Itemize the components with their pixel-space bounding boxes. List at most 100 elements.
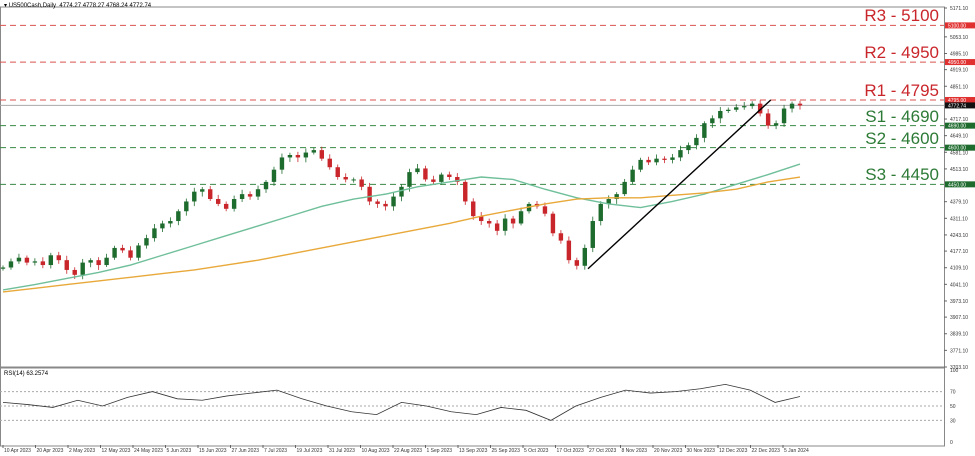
candle-bearish [383,203,388,207]
current-price-tag-label: 4772.74 [948,103,966,109]
candle-bearish [757,103,763,114]
candle-bearish [479,216,484,222]
x-tick-label: 30 Nov 2023 [687,448,716,454]
candle-bullish [112,247,117,258]
candle-bearish [471,201,476,217]
candle-bullish [80,262,85,275]
candle-bullish [439,174,444,182]
x-tick-label: 5 Jan 2024 [784,448,809,454]
x-tick-label: 20 Nov 2023 [654,448,683,454]
y-tick-label: 4243.10 [950,233,968,239]
y-tick-label: 3973.10 [950,299,968,305]
candle-bullish [231,199,237,209]
candle-bearish [566,240,572,261]
x-tick-label: 13 Sep 2023 [459,448,488,454]
candle-bullish [407,172,412,187]
x-tick-label: 1 Sep 2023 [427,448,453,454]
candle-bearish [247,194,253,197]
x-tick-label: 27 Jun 2023 [232,448,260,454]
candle-bullish [702,123,707,138]
level-price-tag [945,96,975,103]
candle-bearish [96,260,101,266]
candle-bullish [781,108,787,124]
candle-bullish [271,169,277,182]
candle-bullish [200,189,205,192]
candle-bullish [104,257,109,266]
candle-bearish [64,260,69,270]
candle-bullish [168,221,173,224]
y-tick-label: 3907.10 [950,315,968,321]
level-label-support: S2 - 4600 [865,128,939,148]
x-tick-label: 17 Oct 2023 [557,448,584,454]
candle-bullish [518,211,524,224]
candle-bearish [574,260,580,266]
candle-bullish [239,194,245,200]
moving-average-100 [2,163,801,291]
y-tick-label: 4581.10 [950,150,968,156]
candle-bullish [789,103,795,109]
candle-bullish [630,169,635,182]
candle-bullish [622,181,627,195]
candle-bearish [423,168,428,180]
level-price-tag-label: 4450.00 [948,182,966,188]
candle-bearish [375,201,380,204]
candle-bearish [215,199,221,204]
level-price-tag [945,144,975,151]
candle-bullish [263,181,269,190]
candle-bullish [311,150,317,153]
candle-bullish [399,186,404,197]
level-price-tag-label: 5100.00 [948,23,966,29]
rsi-tick-label: 70 [950,390,956,396]
candle-bullish [16,257,22,262]
candle-bearish [447,174,452,178]
candle-bearish [367,186,372,202]
candle-bearish [765,113,771,126]
candle-bullish [773,123,779,126]
rsi-tick-label: 50 [950,404,956,410]
y-tick-label: 3839.10 [950,332,968,338]
level-label-support: S1 - 4690 [865,106,939,126]
y-tick-label: 4177.10 [950,249,968,255]
candle-bullish [415,168,420,173]
candle-bearish [335,167,340,178]
y-tick-label: 3703.10 [950,365,968,371]
candle-bearish [542,206,548,214]
y-tick-label: 4513.10 [950,167,968,173]
candle-bullish [287,154,293,158]
candle-bullish [670,157,675,160]
candle-bullish [152,228,157,239]
y-tick-label: 4851.10 [950,84,968,90]
candle-bearish [646,159,651,163]
level-price-tag-label: 4795.00 [948,98,966,104]
rsi-tick-label: 30 [950,418,956,424]
candle-bearish [797,103,803,106]
candle-bearish [494,223,500,231]
x-tick-label: 5 Jun 2023 [167,448,192,454]
rsi-tick-label: 100 [950,368,959,374]
x-tick-label: 31 Jul 2023 [329,448,355,454]
candle-bullish [726,109,731,111]
main-panel-frame [0,6,945,368]
x-tick-label: 20 Apr 2023 [37,448,64,454]
level-price-tag-label: 4600.00 [948,146,966,152]
candle-bullish [606,199,611,204]
candle-bearish [327,158,332,168]
rsi-label: RSI(14) 63.2574 [4,371,49,377]
x-tick-label: 10 Aug 2023 [362,448,390,454]
y-tick-label: 5171.10 [950,6,968,12]
candle-bullish [749,103,755,107]
candle-bullish [88,260,93,263]
level-price-tag [945,181,975,188]
candle-bullish [391,196,396,207]
y-tick-label: 4041.10 [950,282,968,288]
symbol-label: US500Cash,Daily [8,3,57,9]
trendline [587,99,772,270]
candle-bullish [678,150,683,158]
level-price-tag-label: 4950.00 [948,60,966,66]
candle-bullish [8,261,14,268]
candle-bearish [56,255,61,261]
candle-bullish [694,137,699,146]
x-tick-label: 5 Oct 2023 [524,448,549,454]
